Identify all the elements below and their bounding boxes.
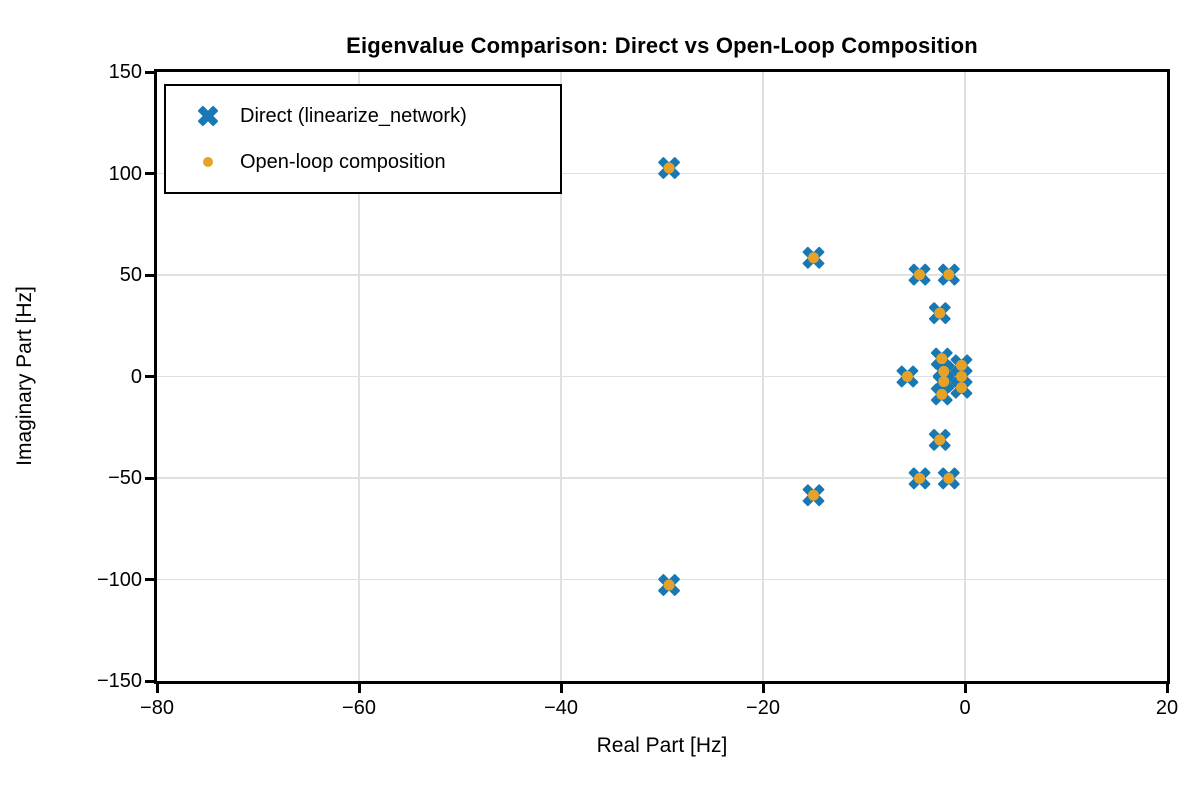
- scatter-point-openloop: [663, 162, 675, 174]
- x-tickmark: [963, 684, 967, 693]
- x-tick-label: −20: [746, 697, 780, 719]
- x-tickmark: [357, 684, 361, 693]
- scatter-point-openloop: [936, 388, 948, 400]
- x-tick-label: 0: [959, 697, 971, 719]
- dot-marker-icon: [203, 157, 213, 167]
- y-tick-label: 150: [108, 61, 142, 83]
- scatter-point-openloop: [955, 382, 967, 394]
- y-tickmark: [145, 476, 155, 480]
- scatter-point-openloop: [955, 371, 967, 382]
- y-tickmark: [145, 273, 155, 277]
- scatter-point-openloop: [936, 353, 948, 365]
- legend-item-direct: Direct (linearize_network): [166, 93, 560, 139]
- x-tickmark: [761, 684, 765, 693]
- legend: Direct (linearize_network) Open-loop com…: [164, 84, 562, 194]
- x-tickmark: [559, 684, 563, 693]
- x-tick-label: 20: [1155, 697, 1179, 719]
- x-tick-label: −80: [140, 697, 174, 719]
- y-tickmark: [145, 70, 155, 74]
- scatter-point-openloop: [955, 359, 967, 371]
- scatter-point-openloop: [934, 307, 946, 319]
- legend-label-openloop: Open-loop composition: [240, 150, 446, 173]
- y-tick-label: −150: [96, 670, 142, 692]
- x-tick-label: −60: [342, 697, 376, 719]
- y-tick-label: 0: [130, 365, 142, 388]
- scatter-point-openloop: [901, 371, 913, 382]
- y-tickmark: [145, 578, 155, 581]
- scatter-point-openloop: [663, 579, 675, 591]
- x-tick-label: −40: [544, 697, 578, 719]
- scatter-point-openloop: [943, 269, 955, 281]
- scatter-point-openloop: [943, 472, 955, 484]
- legend-item-openloop: Open-loop composition: [166, 139, 560, 185]
- scatter-point-openloop: [808, 252, 819, 264]
- y-tick-label: 50: [119, 264, 142, 286]
- y-gridline: [157, 274, 1167, 276]
- y-tick-label: −100: [96, 568, 142, 591]
- scatter-point-openloop: [808, 489, 819, 501]
- y-gridline: [157, 375, 1167, 378]
- legend-label-direct: Direct (linearize_network): [240, 104, 467, 127]
- y-tick-label: 100: [108, 162, 142, 185]
- x-tickmark: [1165, 684, 1169, 693]
- y-tickmark: [145, 172, 155, 175]
- x-axis-label: Real Part [Hz]: [596, 734, 728, 757]
- y-gridline: [157, 477, 1167, 479]
- y-tick-label: −50: [108, 467, 142, 489]
- scatter-point-openloop: [938, 376, 950, 388]
- scatter-point-openloop: [934, 434, 946, 446]
- chart-title: Eigenvalue Comparison: Direct vs Open-Lo…: [346, 33, 978, 58]
- scatter-point-openloop: [914, 472, 926, 484]
- scatter-point-openloop: [938, 365, 950, 377]
- y-tickmark: [145, 679, 155, 683]
- x-marker-icon: [197, 105, 219, 127]
- x-tickmark: [155, 684, 159, 693]
- y-tickmark: [145, 375, 155, 378]
- scatter-point-openloop: [914, 269, 926, 281]
- plot-frame: [154, 69, 1170, 684]
